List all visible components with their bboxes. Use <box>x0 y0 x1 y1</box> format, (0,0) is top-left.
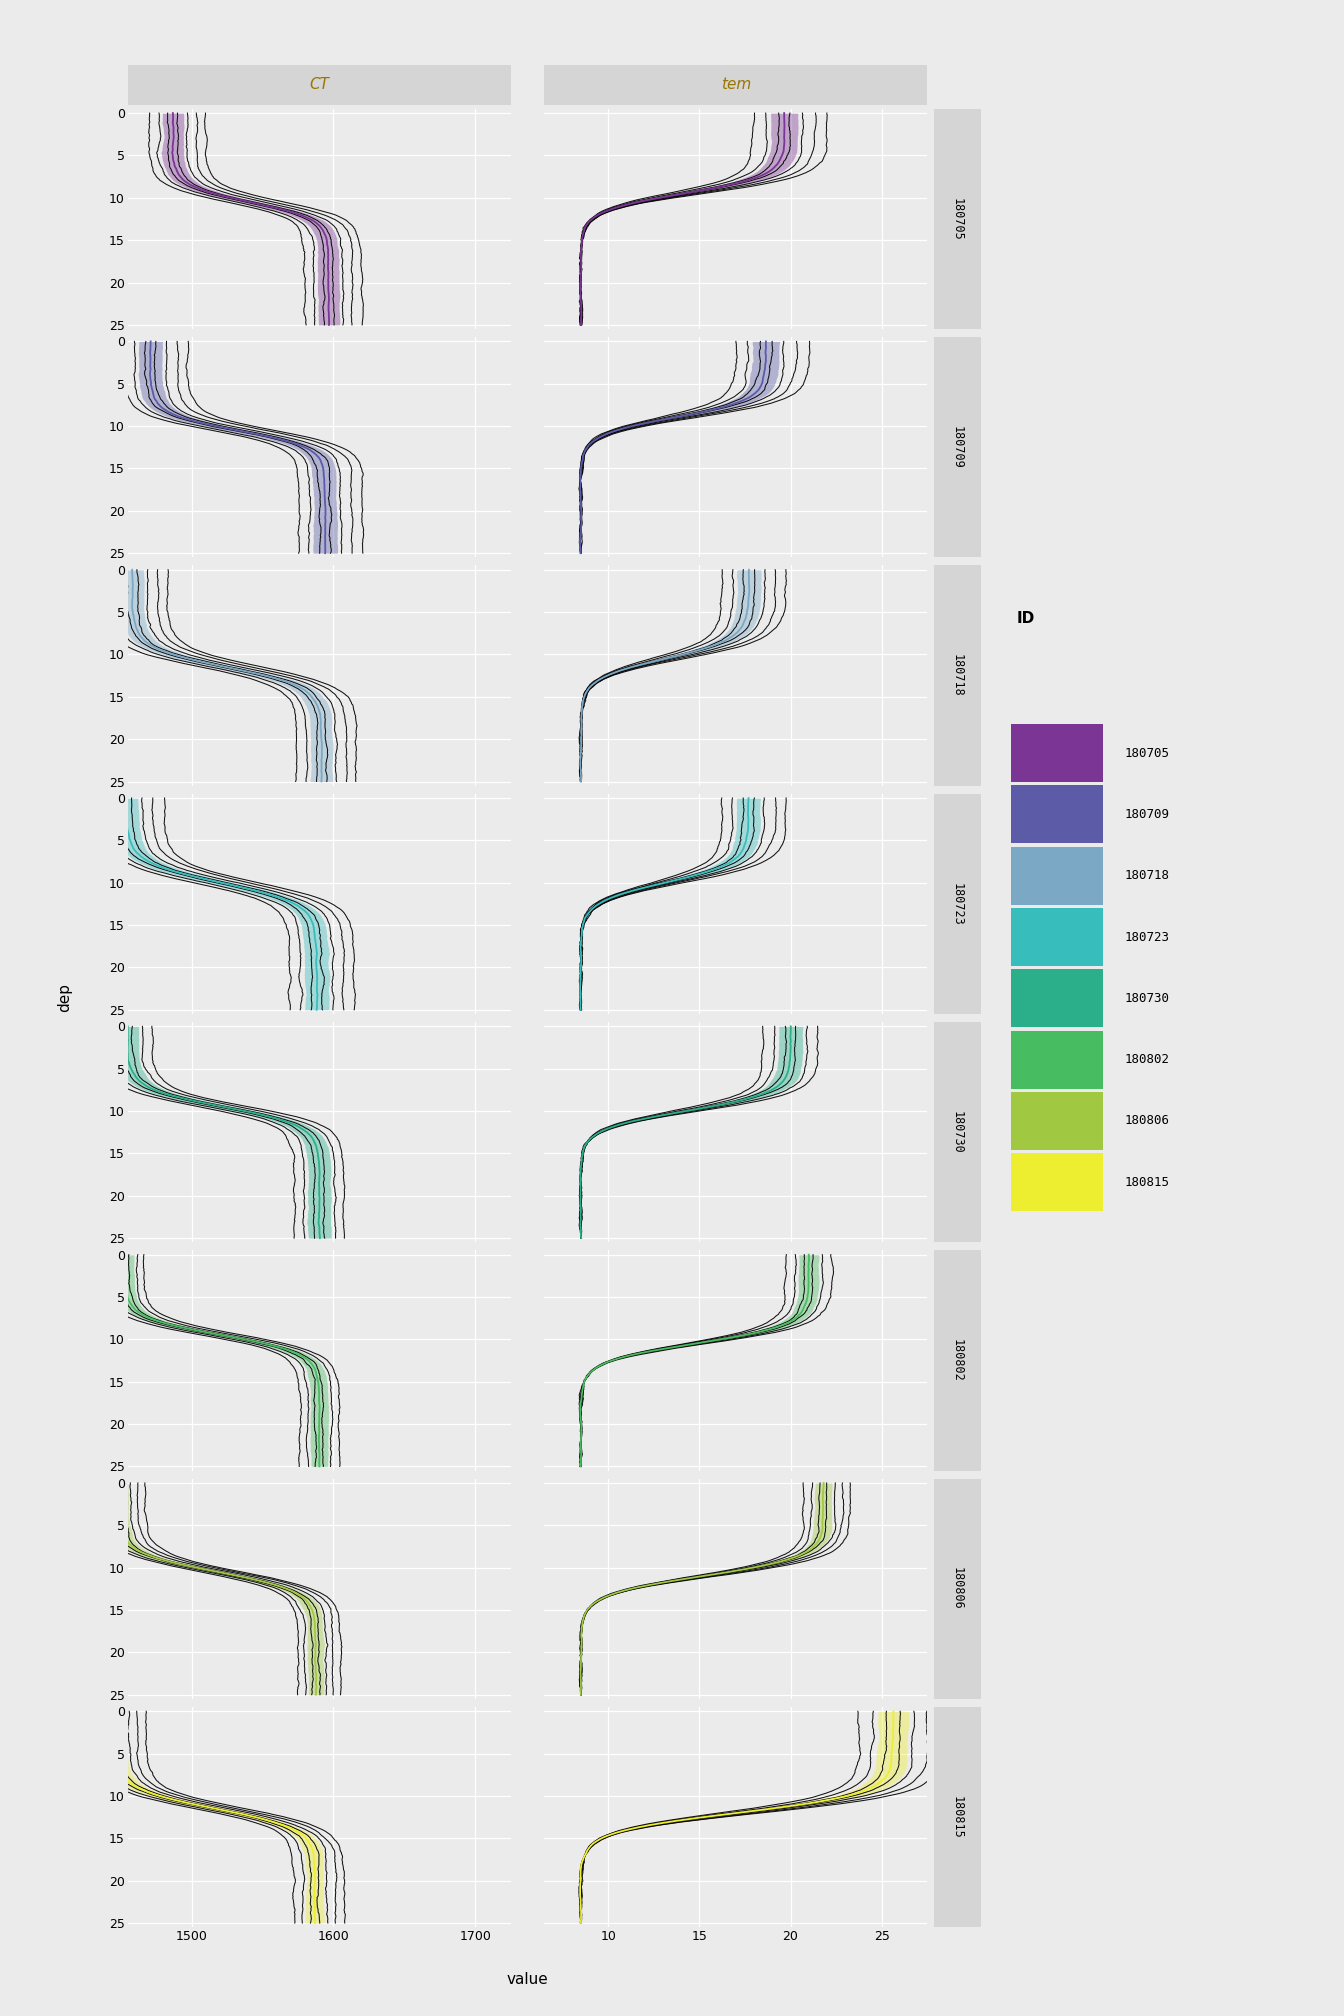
Text: 180806: 180806 <box>1125 1115 1169 1127</box>
Text: 180718: 180718 <box>952 655 964 698</box>
Text: 180802: 180802 <box>1125 1052 1169 1066</box>
Text: 180806: 180806 <box>952 1568 964 1611</box>
Text: dep: dep <box>56 984 73 1012</box>
Text: CT: CT <box>309 77 329 93</box>
FancyBboxPatch shape <box>1011 724 1103 782</box>
Text: value: value <box>507 1972 548 1988</box>
Text: 180718: 180718 <box>1125 869 1169 883</box>
Text: 180709: 180709 <box>1125 808 1169 821</box>
Text: 180815: 180815 <box>1125 1175 1169 1189</box>
FancyBboxPatch shape <box>1011 1093 1103 1149</box>
Text: 180723: 180723 <box>1125 931 1169 943</box>
Text: 180709: 180709 <box>952 425 964 468</box>
Text: 180802: 180802 <box>952 1339 964 1381</box>
Text: 180705: 180705 <box>952 198 964 240</box>
FancyBboxPatch shape <box>1011 847 1103 905</box>
FancyBboxPatch shape <box>1011 1030 1103 1089</box>
Text: 180730: 180730 <box>952 1111 964 1153</box>
Text: 180705: 180705 <box>1125 746 1169 760</box>
Text: tem: tem <box>720 77 751 93</box>
FancyBboxPatch shape <box>1011 786 1103 843</box>
Text: 180723: 180723 <box>952 883 964 925</box>
Text: 180815: 180815 <box>952 1796 964 1839</box>
Text: ID: ID <box>1016 611 1035 625</box>
FancyBboxPatch shape <box>1011 907 1103 966</box>
Text: 180730: 180730 <box>1125 992 1169 1004</box>
FancyBboxPatch shape <box>1011 1153 1103 1212</box>
FancyBboxPatch shape <box>1011 970 1103 1028</box>
